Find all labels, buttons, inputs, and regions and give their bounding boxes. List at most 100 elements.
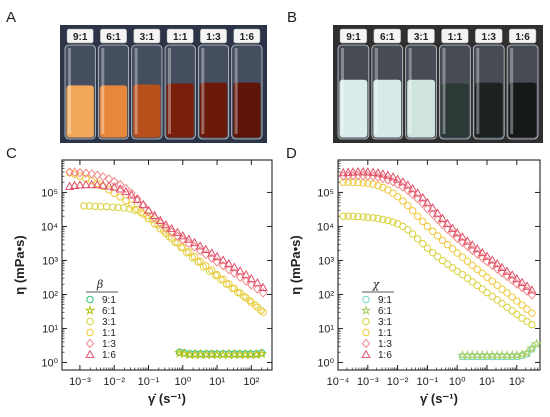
vial-highlight	[68, 48, 71, 134]
y-tick-label: 10⁰	[317, 357, 334, 369]
data-point	[184, 234, 194, 243]
data-point	[102, 203, 111, 211]
data-point	[339, 178, 347, 186]
data-point	[133, 205, 141, 213]
data-point	[122, 197, 130, 205]
data-point	[64, 181, 75, 190]
vial-highlight	[134, 48, 138, 134]
data-point	[155, 215, 165, 224]
data-point	[84, 304, 96, 316]
vial-label: 1:1	[173, 32, 188, 43]
data-point	[493, 281, 501, 289]
data-point	[253, 303, 262, 311]
vial-liquid	[99, 85, 128, 138]
data-point	[259, 308, 267, 316]
y-tick-label: 10²	[42, 289, 58, 301]
vial-highlight	[442, 48, 446, 134]
vial-highlight	[510, 48, 514, 134]
y-tick-label: 10¹	[42, 323, 58, 335]
data-point	[527, 285, 537, 294]
data-point	[518, 301, 526, 309]
data-point	[483, 273, 491, 281]
data-point	[86, 295, 94, 304]
data-point	[236, 289, 244, 297]
data-point	[258, 288, 268, 298]
data-point	[224, 258, 234, 268]
data-point	[344, 212, 352, 220]
legend-entry: 9:1	[102, 295, 116, 306]
data-point	[116, 193, 124, 201]
data-point	[219, 275, 227, 283]
data-point	[433, 232, 442, 240]
vial-label: 3:1	[140, 32, 155, 43]
y-tick-label: 10³	[42, 255, 58, 267]
vial-label: 3:1	[414, 32, 429, 43]
data-point	[86, 328, 94, 337]
data-point	[443, 224, 452, 234]
y-tick-label: 10⁴	[317, 221, 334, 233]
data-point	[513, 297, 521, 305]
data-point	[522, 281, 532, 290]
y-tick-label: 10¹	[318, 323, 334, 335]
data-point	[453, 267, 461, 275]
vial-photo-a: 9:1 6:1 3:1 1:1 1:3 1:6	[60, 25, 267, 143]
data-point	[178, 230, 188, 240]
vial-cap	[339, 28, 368, 44]
data-point	[413, 212, 422, 220]
data-point	[218, 255, 228, 264]
x-tick-label: 10⁻²	[103, 376, 125, 388]
vial-cap	[100, 28, 127, 44]
data-point	[498, 299, 506, 308]
vial-highlight	[101, 48, 105, 134]
data-point	[143, 205, 154, 214]
data-point	[528, 320, 536, 329]
x-axis-label: γ̇ (s⁻¹)	[420, 391, 458, 406]
data-point	[423, 244, 432, 252]
data-point	[452, 233, 462, 243]
legend-entry: 1:1	[378, 328, 392, 339]
vial-liquid	[133, 84, 161, 138]
data-point	[349, 212, 357, 220]
data-point	[344, 178, 352, 186]
panel-label-c: C	[6, 145, 17, 162]
panel-label-a: A	[6, 9, 16, 26]
data-point	[127, 201, 136, 209]
x-tick-label: 10⁻³	[357, 376, 379, 388]
data-point	[389, 189, 397, 197]
vial-label: 1:1	[448, 32, 463, 43]
data-point	[92, 179, 102, 189]
vial-liquid	[66, 85, 94, 138]
data-point	[503, 303, 511, 311]
data-point	[389, 218, 397, 226]
data-point	[212, 257, 222, 267]
vial-label: 9:1	[73, 32, 88, 43]
vial-liquid	[166, 83, 194, 138]
data-point	[374, 181, 382, 190]
data-point	[423, 222, 432, 231]
data-point	[530, 338, 543, 349]
data-point	[432, 208, 443, 217]
data-point	[120, 204, 128, 212]
data-point	[443, 241, 452, 249]
x-tick-label: 10¹	[209, 376, 225, 388]
data-point	[256, 347, 268, 359]
data-point	[242, 294, 250, 302]
vial-label: 1:6	[515, 32, 530, 43]
vial-highlight	[201, 48, 205, 134]
data-point	[207, 253, 217, 263]
data-point	[343, 167, 353, 176]
data-point	[361, 338, 371, 349]
data-point	[213, 271, 221, 279]
data-point	[167, 227, 176, 237]
data-point	[114, 203, 122, 212]
data-point	[362, 328, 370, 337]
data-point	[512, 273, 522, 283]
data-point	[379, 215, 387, 224]
data-point	[230, 284, 239, 293]
data-point	[189, 237, 200, 247]
data-point	[378, 169, 388, 178]
data-point	[419, 240, 427, 248]
data-point	[125, 205, 134, 213]
y-tick-label: 10⁵	[41, 187, 58, 199]
